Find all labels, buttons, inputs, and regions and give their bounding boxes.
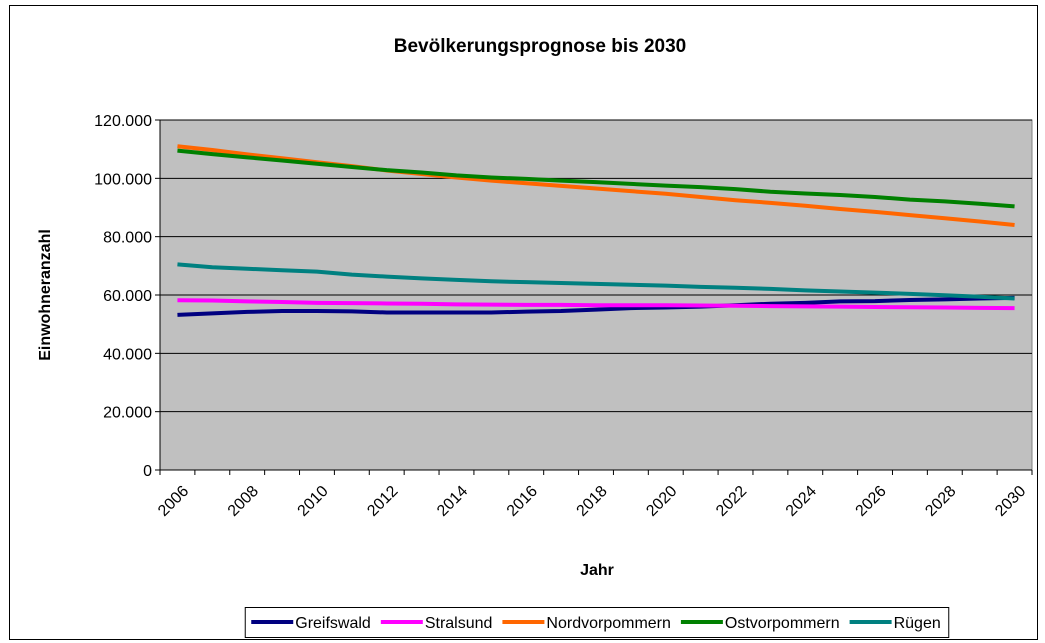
y-tick-label: 80.000 xyxy=(103,230,152,247)
y-tick-label: 40.000 xyxy=(103,346,152,363)
y-tick-label: 100.000 xyxy=(94,171,152,188)
legend-box xyxy=(244,607,950,638)
series-line xyxy=(177,148,1015,209)
legend-label: Greifswald xyxy=(295,615,371,632)
legend-label: Ostvorpommern xyxy=(725,615,840,632)
y-tick-label: 60.000 xyxy=(103,288,152,305)
x-axis-label: Jahr xyxy=(580,562,614,579)
chart-title: Bevölkerungsprognose bis 2030 xyxy=(394,36,687,57)
legend-label: Stralsund xyxy=(425,615,493,632)
series-line xyxy=(177,295,1015,317)
y-tick-label: 20.000 xyxy=(103,405,152,422)
y-tick-label: 120.000 xyxy=(94,113,152,130)
y-tick-label: 0 xyxy=(143,463,152,480)
legend-label: Nordvorpommern xyxy=(546,615,670,632)
y-axis-label: Einwohneranzahl xyxy=(37,229,54,361)
legend-label: Rügen xyxy=(894,615,941,632)
series-line xyxy=(177,298,1015,311)
series-line xyxy=(177,262,1015,301)
legend: Greifswald Stralsund Nordvorpommern Ostvorp… xyxy=(244,607,950,638)
